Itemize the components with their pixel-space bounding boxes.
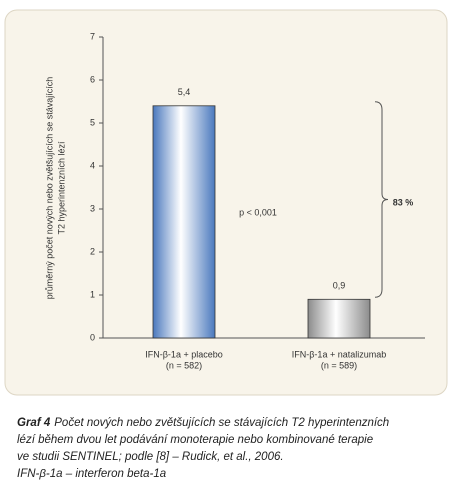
bar <box>307 298 371 339</box>
bar <box>152 105 216 339</box>
brace <box>374 101 389 298</box>
y-tick-label: 7 <box>90 31 95 41</box>
panel <box>4 9 448 396</box>
caption-line: Počet nových nebo zvětšujících se stávaj… <box>54 417 389 429</box>
y-tick-label: 1 <box>90 289 95 299</box>
y-axis-label: průměrný počet nových nebo zvětšujících … <box>44 77 54 300</box>
y-tick-label: 6 <box>90 74 95 84</box>
y-tick-label: 5 <box>90 117 95 127</box>
y-axis-label: T2 hyperintenzních lézí <box>56 141 66 235</box>
reduction-label: 83 % <box>393 197 414 207</box>
caption-line: lézí během dvou let podávání monoterapie… <box>17 434 373 446</box>
y-tick-label: 0 <box>90 332 95 342</box>
caption: Graf 4 Počet nových nebo zvětšujících se … <box>17 417 389 429</box>
p-value: p < 0,001 <box>239 207 277 217</box>
value-label: 5,4 <box>178 87 191 97</box>
y-tick-label: 4 <box>90 160 95 170</box>
value-label: 0,9 <box>333 281 346 291</box>
x-tick-note: (n = 582) <box>166 360 202 370</box>
y-tick-label: 3 <box>90 203 95 213</box>
x-tick-label: IFN-β-1a + placebo <box>145 349 222 359</box>
x-tick-note: (n = 589) <box>321 360 357 370</box>
caption-line: ve studii SENTINEL; podle [8] – Rudick, … <box>17 451 284 463</box>
x-tick-label: IFN-β-1a + natalizumab <box>292 349 386 359</box>
caption-line: IFN-β-1a – interferon beta-1a <box>17 468 166 480</box>
caption-label: Graf 4 <box>17 417 51 429</box>
y-tick-label: 2 <box>90 246 95 256</box>
